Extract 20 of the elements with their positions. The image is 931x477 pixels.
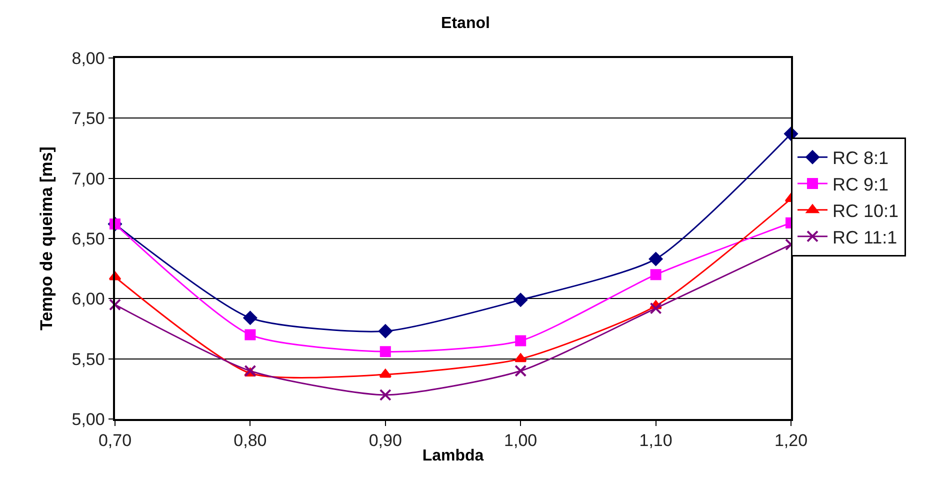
- chart-title: Etanol: [441, 14, 490, 32]
- legend-label: RC 9:1: [832, 174, 889, 195]
- y-axis-title: Tempo de queima [ms]: [36, 146, 56, 330]
- y-tick-label: 5,00: [72, 410, 105, 429]
- x-tick-label: 0,70: [98, 431, 132, 450]
- y-tick-label: 8,00: [72, 48, 105, 68]
- x-tick-label: 0,80: [234, 431, 267, 450]
- x-tick-label: 1,20: [774, 431, 808, 450]
- y-tick-label: 7,00: [72, 169, 105, 188]
- y-tick-label: 6,00: [72, 290, 105, 309]
- y-tick-label: 5,50: [72, 350, 105, 369]
- x-tick-label: 1,10: [639, 431, 672, 450]
- x-tick-label: 1,00: [504, 431, 538, 450]
- legend-label: RC 10:1: [832, 200, 899, 221]
- y-tick-label: 7,50: [72, 109, 105, 128]
- legend-label: RC 8:1: [832, 148, 889, 168]
- y-tick-label: 6,50: [72, 229, 105, 248]
- legend-label: RC 11:1: [832, 227, 898, 248]
- x-axis-title: Lambda: [422, 447, 484, 464]
- x-tick-label: 0,90: [368, 431, 402, 450]
